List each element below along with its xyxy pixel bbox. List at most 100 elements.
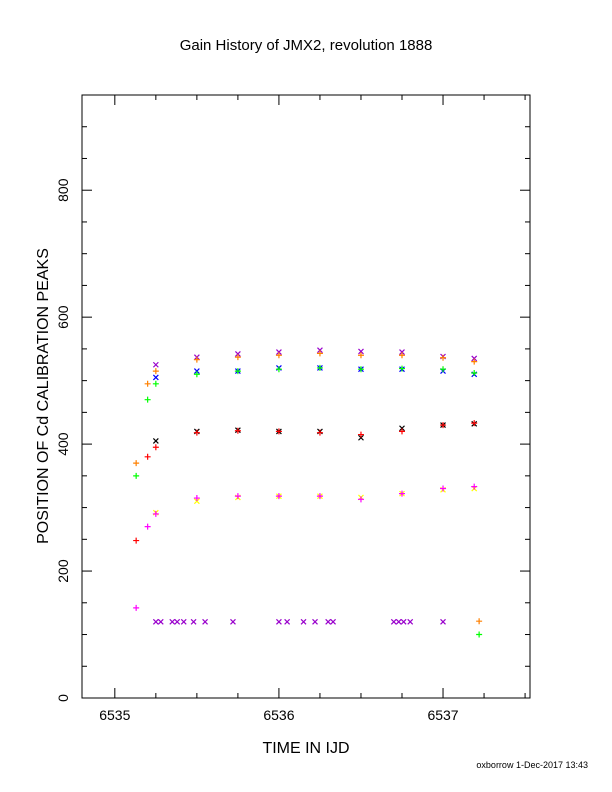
data-point: [152, 618, 159, 625]
data-point: [193, 371, 200, 378]
data-point: [357, 366, 364, 373]
data-point: [471, 358, 478, 365]
y-tick-label: 600: [55, 305, 71, 329]
data-point: [440, 354, 447, 361]
y-tick-label: 800: [55, 178, 71, 202]
data-point: [174, 618, 181, 625]
data-point: [152, 438, 159, 444]
data-point: [202, 618, 209, 625]
data-point: [471, 370, 478, 377]
data-point: [400, 618, 407, 625]
data-point: [133, 460, 140, 467]
y-tick-label: 400: [55, 432, 71, 456]
data-point: [357, 352, 364, 359]
data-point: [275, 349, 282, 355]
y-tick-label: 0: [55, 694, 71, 702]
x-tick-label: 6536: [263, 707, 294, 723]
data-point: [471, 420, 478, 427]
data-point: [193, 356, 200, 363]
series-5: [133, 420, 478, 544]
data-point: [190, 618, 197, 625]
data-point: [407, 618, 414, 625]
data-point: [284, 618, 291, 625]
x-axis: 6535 6536 6537: [99, 95, 526, 723]
data-point: [230, 618, 236, 625]
data-point: [357, 496, 364, 503]
data-point: [144, 523, 151, 530]
data-point: [152, 510, 159, 517]
data-point: [133, 472, 140, 479]
y-axis-label: POSITION OF Cd CALIBRATION PEAKS: [35, 248, 52, 544]
footer-credit: oxborrow 1-Dec-2017 13:43: [476, 760, 588, 770]
data-point: [312, 618, 318, 625]
data-point: [275, 366, 282, 373]
data-point: [193, 498, 200, 505]
data-point: [325, 618, 332, 625]
data-point: [180, 618, 187, 625]
data-point: [275, 352, 282, 359]
data-point: [152, 368, 159, 375]
data-point: [275, 493, 282, 500]
data-point: [316, 350, 323, 357]
data-point: [399, 365, 405, 372]
data-point: [440, 366, 447, 373]
data-point: [399, 425, 405, 432]
data-point: [193, 495, 200, 502]
data-point: [193, 368, 200, 375]
data-point: [440, 485, 447, 492]
data-point: [395, 618, 402, 625]
data-point: [234, 368, 241, 375]
data-point: [399, 349, 405, 355]
data-point: [471, 355, 478, 362]
series-1: [152, 365, 478, 381]
data-point: [399, 428, 405, 435]
data-point: [358, 348, 364, 355]
data-point: [440, 422, 447, 429]
data-point: [144, 396, 151, 403]
data-point: [144, 453, 151, 460]
data-point: [476, 618, 483, 625]
data-point: [144, 380, 151, 387]
data-point: [152, 361, 159, 368]
data-point: [317, 347, 323, 354]
data-point: [193, 429, 200, 436]
data-point: [152, 380, 159, 387]
series-9: [476, 618, 483, 625]
data-point: [152, 374, 159, 381]
data-point: [440, 618, 446, 625]
data-point: [399, 490, 405, 497]
x-tick-label: 6537: [427, 707, 458, 723]
data-point: [316, 493, 323, 500]
data-point: [316, 429, 323, 436]
data-point: [234, 351, 241, 357]
series-6: [152, 485, 478, 516]
series-7: [133, 483, 478, 611]
series-4: [152, 420, 478, 444]
data-point: [133, 537, 140, 544]
plot-frame: [81, 94, 531, 699]
series-3: [133, 364, 478, 479]
data-point: [234, 493, 241, 500]
x-axis-label: TIME IN IJD: [262, 740, 349, 757]
data-point: [234, 427, 241, 434]
y-tick-label: 200: [55, 559, 71, 583]
series-10: [476, 631, 483, 638]
data-point: [357, 431, 364, 438]
data-point: [133, 604, 140, 611]
y-axis: 0 200 400 600 800: [55, 126, 530, 702]
data-point: [275, 618, 282, 625]
data-point: [152, 444, 159, 451]
data-point: [399, 352, 405, 359]
data-point: [275, 428, 282, 435]
chart-title: Gain History of JMX2, revolution 1888: [180, 37, 433, 54]
series-0: [152, 347, 478, 368]
data-point: [390, 618, 397, 625]
data-point: [316, 364, 323, 371]
data-point: [358, 434, 364, 441]
x-tick-label: 6535: [99, 707, 130, 723]
data-point: [471, 483, 478, 490]
series-8: [152, 618, 446, 625]
data-point: [157, 618, 164, 625]
data-point: [476, 631, 483, 638]
